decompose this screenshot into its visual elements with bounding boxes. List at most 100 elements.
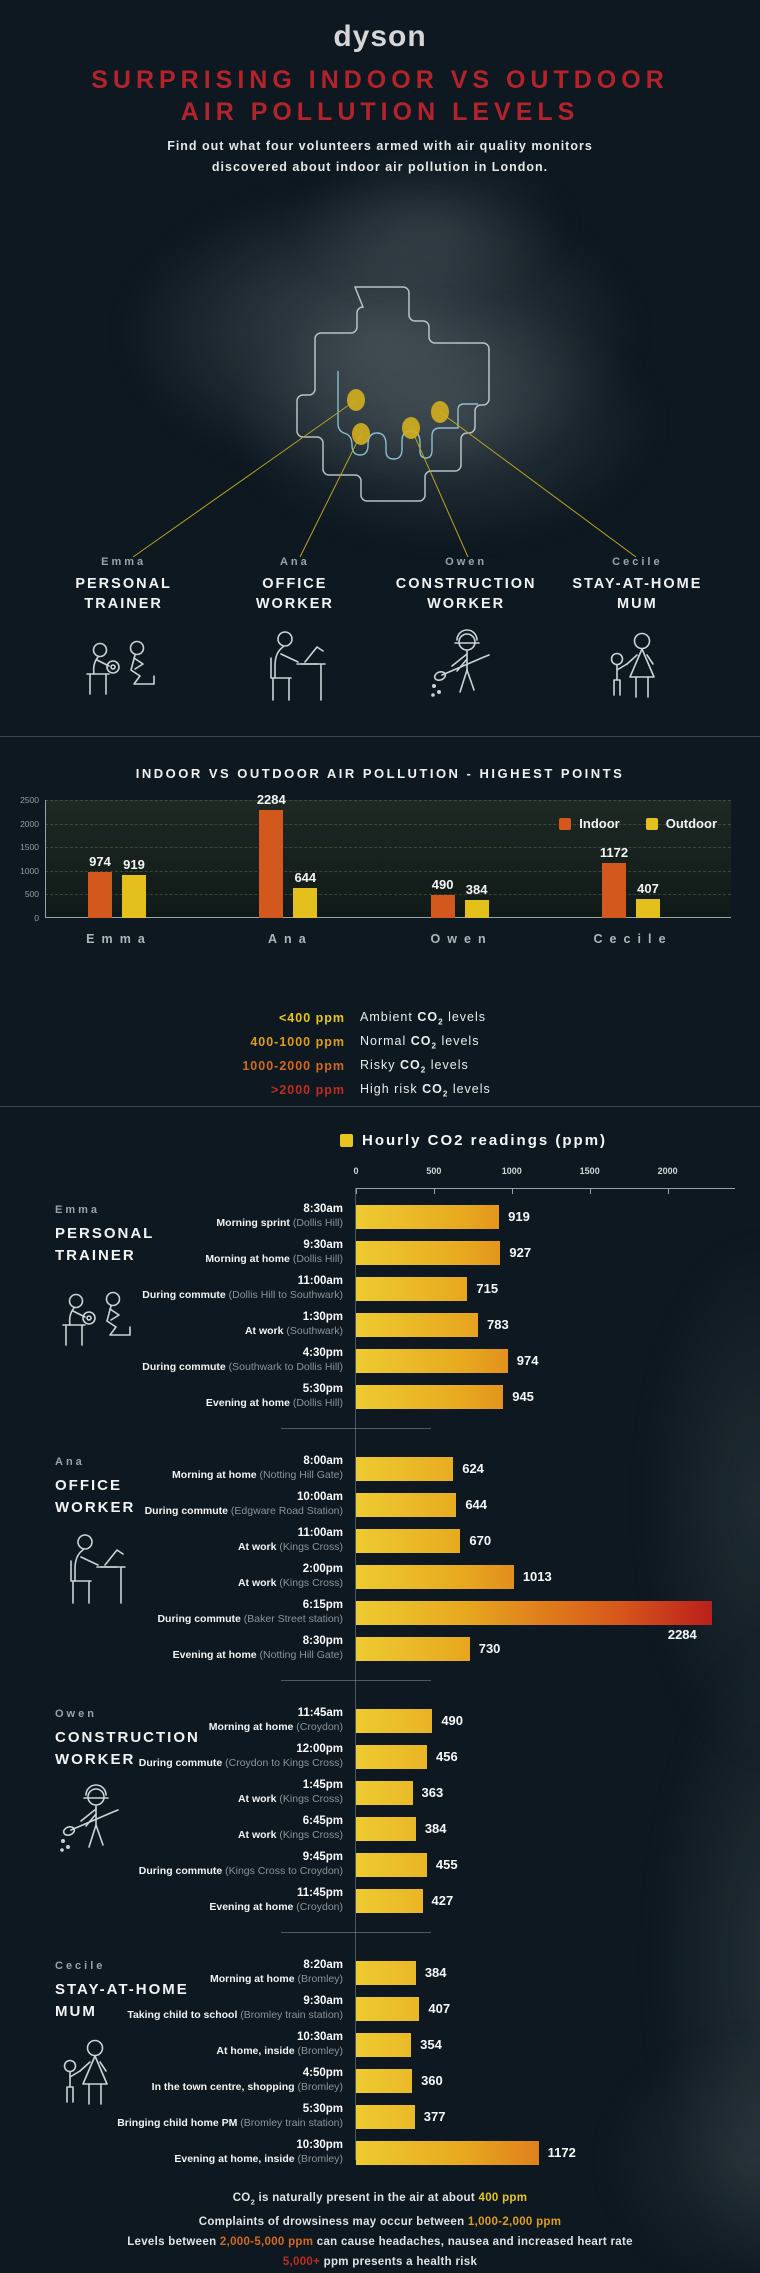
person-info: Owen CONSTRUCTION WORKER xyxy=(55,1708,265,1862)
indoor-bar xyxy=(259,810,284,918)
reading-label: 11:45pm Evening at home (Croydon) xyxy=(0,1884,343,1914)
reading-time: 12:00pm xyxy=(296,1743,343,1755)
reading-description: During commute (Croydon to Kings Cross) xyxy=(138,1757,343,1769)
reading-description: During commute (Edgware Road Station) xyxy=(144,1505,343,1517)
person-role: CONSTRUCTION WORKER xyxy=(55,1727,265,1771)
reading-bar xyxy=(356,1493,457,1517)
map-location-dot xyxy=(431,401,449,423)
reading-row: 9:30am Taking child to school (Bromley tr… xyxy=(0,1992,760,2028)
reading-time: 8:00am xyxy=(303,1455,343,1467)
volunteer-role-line: OFFICE xyxy=(262,576,328,592)
outdoor-bar xyxy=(122,874,146,918)
reading-label: 9:30am Taking child to school (Bromley tr… xyxy=(0,1992,343,2022)
y-axis-tick-label: 2500 xyxy=(20,795,39,805)
reading-value: 384 xyxy=(424,1821,447,1836)
reading-time: 9:45pm xyxy=(302,1851,343,1863)
co2-scale-row: 1000-2000 ppm Risky CO2 levels xyxy=(0,1054,760,1078)
reading-row: 4:50pm In the town centre, shopping (Brom… xyxy=(0,2064,760,2100)
person-role-line: MUM xyxy=(55,2003,97,2020)
reading-label: 10:30am At home, inside (Bromley) xyxy=(0,2028,343,2058)
y-axis-tick-label: 2000 xyxy=(20,818,39,829)
y-axis-tick-label: 0 xyxy=(34,913,39,923)
person-section-emma: Emma PERSONAL TRAINER 8:30am Morning sprint … xyxy=(0,1200,760,1409)
reading-row: 8:30pm Evening at home (Notting Hill Gate… xyxy=(0,1632,760,1668)
reading-time: 5:30pm xyxy=(302,2103,343,2115)
reading-description: Morning at home (Notting Hill Gate) xyxy=(172,1469,343,1481)
reading-time: 4:50pm xyxy=(302,2067,343,2079)
reading-row: 5:30pm Evening at home (Dollis Hill) 945 xyxy=(0,1380,760,1416)
reading-time: 11:45pm xyxy=(296,1887,343,1899)
reading-description: Morning at home (Dollis Hill) xyxy=(205,1253,343,1265)
london-outline xyxy=(296,286,490,502)
section-divider xyxy=(0,1106,760,1107)
legend-item-indoor: Indoor xyxy=(559,816,620,831)
reading-row: 1:45pm At work (Kings Cross) 363 xyxy=(0,1776,760,1812)
reading-row: 10:00am During commute (Edgware Road Stat… xyxy=(0,1488,760,1524)
office-worker-icon xyxy=(55,1531,265,1612)
reading-description: At home, inside (Bromley) xyxy=(216,2045,343,2057)
outdoor-bar xyxy=(636,898,660,918)
reading-row: 11:45pm Evening at home (Croydon) 427 xyxy=(0,1884,760,1920)
reading-row: 9:30am Morning at home (Dollis Hill) 927 xyxy=(0,1236,760,1272)
person-name: Owen xyxy=(55,1708,97,1720)
legend-item-outdoor: Outdoor xyxy=(645,816,717,831)
co2-scale-row: 400-1000 ppm Normal CO2 levels xyxy=(0,1030,760,1054)
reading-time: 8:20am xyxy=(303,1959,343,1971)
page-title-line1: SURPRISING INDOOR VS OUTDOOR xyxy=(91,66,669,94)
dyson-logo: dyson xyxy=(333,20,427,53)
page-subtitle-line1: Find out what four volunteers armed with… xyxy=(167,139,593,153)
reading-description: During commute (Dollis Hill to Southwark… xyxy=(142,1289,343,1301)
person-role: OFFICE WORKER xyxy=(55,1475,265,1519)
person-info: Emma PERSONAL TRAINER xyxy=(55,1204,265,1356)
person-role-line: CONSTRUCTION xyxy=(55,1729,200,1746)
reading-value: 945 xyxy=(512,1389,534,1404)
reading-label: 5:30pm Bringing child home PM (Bromley tr… xyxy=(0,2100,343,2130)
reading-time: 9:30am xyxy=(303,1239,343,1251)
reading-row: 8:00am Morning at home (Notting Hill Gate… xyxy=(0,1452,760,1488)
outdoor-bar xyxy=(293,887,318,918)
reading-value: 927 xyxy=(509,1245,532,1260)
outdoor-bar xyxy=(464,899,489,918)
volunteer-role: CONSTRUCTION WORKER xyxy=(381,574,552,614)
reading-value: 670 xyxy=(469,1533,492,1548)
page-title: SURPRISING INDOOR VS OUTDOOR AIR POLLUTI… xyxy=(0,64,760,128)
person-section-divider xyxy=(281,1932,431,1933)
reading-label: 4:30pm During commute (Southwark to Dolli… xyxy=(0,1344,343,1374)
reading-time: 5:30pm xyxy=(302,1383,343,1395)
reading-value: 455 xyxy=(435,1857,458,1872)
reading-description: Morning at home (Bromley) xyxy=(209,1973,343,1985)
construction-worker-icon xyxy=(55,1783,265,1862)
reading-row: 11:00am During commute (Dollis Hill to So… xyxy=(0,1272,760,1308)
section-divider xyxy=(0,736,760,737)
reading-time: 2:00pm xyxy=(302,1563,343,1575)
reading-description: During commute (Southwark to Dollis Hill… xyxy=(142,1361,343,1373)
person-section-cecile: Cecile STAY-AT-HOME MUM 8:20am Morning at ho… xyxy=(0,1956,760,2165)
reading-row: 8:20am Morning at home (Bromley) 384 xyxy=(0,1956,760,1992)
reading-label: 2:00pm At work (Kings Cross) xyxy=(0,1560,343,1590)
person-name: Ana xyxy=(55,1456,85,1468)
co2-scale-range: 400-1000 ppm xyxy=(250,1035,345,1049)
reading-value: 490 xyxy=(441,1713,464,1728)
gridline xyxy=(45,870,731,872)
y-axis-line xyxy=(45,800,46,918)
volunteers-row: Emma PERSONAL TRAINER Ana OFFICE WORKER Owen CO… xyxy=(38,556,723,709)
reading-bar xyxy=(356,1889,423,1913)
person-role: STAY-AT-HOME MUM xyxy=(55,1979,265,2023)
indoor-bar-value: 2284 xyxy=(256,792,286,808)
map-connector-line xyxy=(132,399,357,558)
y-axis-tick-label: 1000 xyxy=(20,865,39,876)
reading-label: 9:30am Morning at home (Dollis Hill) xyxy=(0,1236,343,1266)
person-role-line: TRAINER xyxy=(55,1247,136,1264)
map-connector-line xyxy=(439,411,637,558)
reading-row: 8:30am Morning sprint (Dollis Hill) 919 xyxy=(0,1200,760,1236)
person-section-divider xyxy=(281,1428,431,1429)
person-info: Ana OFFICE WORKER xyxy=(55,1456,265,1612)
reading-bar xyxy=(356,1277,468,1301)
reading-time: 8:30am xyxy=(303,1203,343,1215)
volunteer-role-line: TRAINER xyxy=(84,596,163,612)
co2-scale-range: <400 ppm xyxy=(278,1011,345,1025)
person-section-ana: Ana OFFICE WORKER 8:00am Morning at home (No… xyxy=(0,1452,760,1661)
gridline xyxy=(45,800,731,801)
thames-river xyxy=(337,371,478,460)
